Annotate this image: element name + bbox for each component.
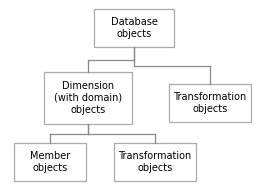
FancyBboxPatch shape <box>44 72 132 124</box>
Text: Member
objects: Member objects <box>30 151 70 173</box>
FancyBboxPatch shape <box>14 143 86 181</box>
Text: Transformation
objects: Transformation objects <box>118 151 192 173</box>
Text: Dimension
(with domain)
objects: Dimension (with domain) objects <box>54 81 122 115</box>
FancyBboxPatch shape <box>94 9 174 47</box>
FancyBboxPatch shape <box>169 84 251 122</box>
FancyBboxPatch shape <box>114 143 196 181</box>
Text: Transformation
objects: Transformation objects <box>174 92 247 114</box>
Text: Database
objects: Database objects <box>111 17 157 39</box>
